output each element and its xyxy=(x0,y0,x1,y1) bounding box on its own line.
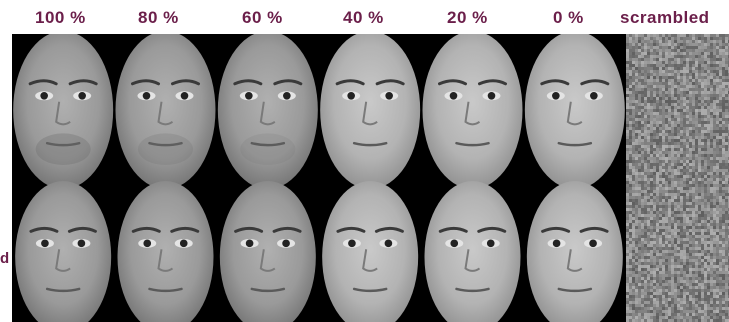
face-grid xyxy=(12,34,626,322)
label-scrambled: scrambled xyxy=(620,8,710,27)
face-2-2 xyxy=(117,181,214,322)
label-100: 100 % xyxy=(35,8,86,27)
face-2-1 xyxy=(15,181,112,322)
label-80: 80 % xyxy=(138,8,179,27)
face-2-5 xyxy=(424,181,521,322)
face-1-2 xyxy=(115,34,216,189)
face-2-3 xyxy=(219,181,316,322)
noise-patch-svg xyxy=(626,34,729,322)
face-1-1 xyxy=(13,34,114,189)
face-2-6 xyxy=(526,181,623,322)
label-60: 60 % xyxy=(242,8,283,27)
label-40: 40 % xyxy=(343,8,384,27)
face-1-5 xyxy=(422,34,523,189)
face-grid-svg xyxy=(13,34,625,322)
label-0: 0 % xyxy=(553,8,584,27)
side-label: d xyxy=(0,250,10,267)
face-1-3 xyxy=(217,34,318,189)
scrambled-panel xyxy=(626,34,729,322)
face-2-4 xyxy=(322,181,419,322)
label-20: 20 % xyxy=(447,8,488,27)
face-1-4 xyxy=(320,34,421,189)
condition-labels: 100 % 80 % 60 % 40 % 20 % 0 % scrambled xyxy=(0,0,729,36)
face-1-6 xyxy=(524,34,625,189)
